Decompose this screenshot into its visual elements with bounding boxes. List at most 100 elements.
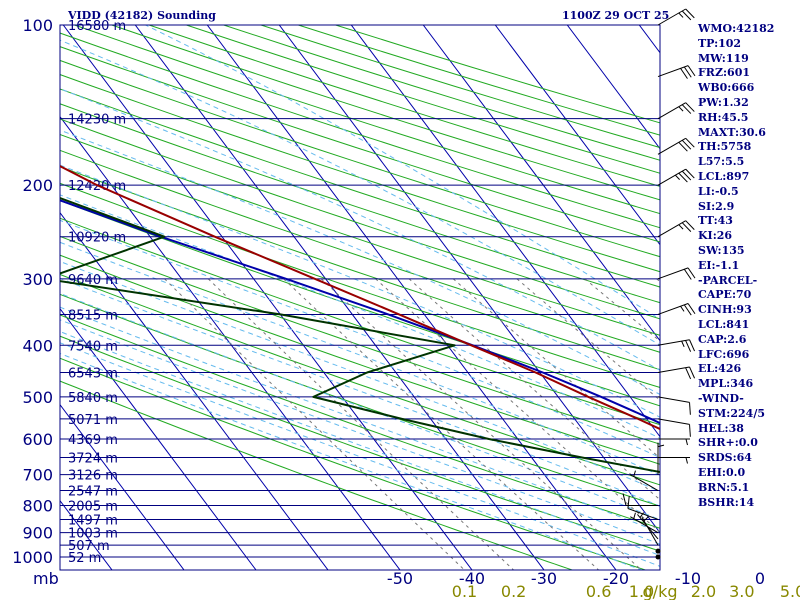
dry-adiabat-line bbox=[60, 314, 660, 529]
isotherm-line bbox=[494, 25, 660, 246]
wind-barb-half-flag bbox=[681, 340, 685, 347]
isotherm-line bbox=[62, 25, 473, 570]
wind-barb-975 bbox=[655, 548, 661, 554]
height-label-1000: 52 m bbox=[68, 551, 101, 566]
wind-barb-staff bbox=[657, 8, 686, 26]
height-label-450: 6543 m bbox=[68, 367, 118, 382]
wind-barb-half-flag bbox=[674, 174, 680, 180]
dry-adiabat-line bbox=[60, 133, 660, 336]
wind-barb-staff bbox=[657, 65, 689, 78]
index-value: WB0:666 bbox=[698, 81, 755, 95]
isotherm-line bbox=[60, 211, 329, 570]
temperature-tick--30: -30 bbox=[531, 569, 557, 588]
wind-barb-flag bbox=[683, 66, 692, 78]
pressure-tick-300: 300 bbox=[22, 270, 53, 289]
x-unit-label: mb bbox=[33, 569, 59, 588]
height-label-250: 10920 m bbox=[68, 231, 126, 246]
calm-wind-marker bbox=[655, 548, 661, 554]
height-label-350: 8515 m bbox=[68, 308, 118, 323]
wind-barb-200 bbox=[657, 168, 695, 186]
wind-barb-flag bbox=[681, 104, 692, 114]
height-label-550: 5071 m bbox=[68, 413, 118, 428]
pressure-tick-200: 200 bbox=[22, 176, 53, 195]
isotherm-line bbox=[278, 25, 660, 534]
index-value: KI:26 bbox=[698, 229, 733, 243]
wind-barb-half-flag bbox=[680, 305, 685, 312]
moist-adiabat-line bbox=[60, 319, 660, 545]
wind-barb-flag bbox=[627, 496, 630, 509]
wind-barb-flag bbox=[687, 303, 696, 315]
wind-barbs bbox=[622, 8, 696, 560]
wind-barb-950 bbox=[641, 516, 659, 546]
wind-barb-400 bbox=[657, 339, 696, 352]
height-label-650: 3724 m bbox=[68, 451, 118, 466]
wind-barb-flag bbox=[678, 141, 688, 152]
index-value: TP:102 bbox=[698, 36, 742, 50]
wind-barb-flag bbox=[687, 65, 696, 77]
index-value: BSHR:14 bbox=[698, 495, 755, 509]
index-value: CAP:2.6 bbox=[698, 332, 747, 346]
wind-barb-staff bbox=[657, 102, 686, 120]
index-value: CINH:93 bbox=[698, 303, 752, 317]
wind-barb-flag bbox=[685, 220, 695, 230]
dry-adiabat-line bbox=[60, 200, 660, 407]
index-value: EI:-1.1 bbox=[698, 258, 740, 272]
wind-barb-flag bbox=[678, 172, 688, 183]
dry-adiabat-line bbox=[60, 59, 660, 258]
index-value: PW:1.32 bbox=[698, 95, 749, 109]
isotherm-line bbox=[60, 403, 185, 570]
index-value: BRN:5.1 bbox=[698, 480, 750, 494]
parcel-trace bbox=[60, 199, 660, 425]
isotherm-line bbox=[422, 25, 660, 342]
wind-barb-150 bbox=[657, 102, 695, 120]
height-label-100: 16580 m bbox=[68, 19, 126, 34]
wind-barb-half-flag bbox=[639, 512, 645, 518]
index-value: LFC:696 bbox=[698, 347, 750, 361]
wind-barb-staff bbox=[657, 220, 686, 238]
height-label-850: 1497 m bbox=[68, 513, 118, 528]
wind-barb-600 bbox=[658, 438, 690, 446]
wind-barb-staff bbox=[657, 418, 690, 425]
dry-adiabat-line bbox=[74, 25, 660, 215]
isotherm-line bbox=[206, 25, 617, 570]
dry-adiabat-line bbox=[60, 235, 660, 445]
isotherm-line bbox=[350, 25, 660, 438]
wind-barb-staff bbox=[657, 267, 689, 280]
dry-adiabat-line bbox=[60, 118, 660, 320]
temperature-tick--40: -40 bbox=[459, 569, 485, 588]
index-value: MW:119 bbox=[698, 51, 749, 65]
isotherm-line bbox=[60, 307, 257, 570]
mixing-ratio-tick: 5.0 bbox=[780, 582, 800, 600]
wind-barb-flag bbox=[685, 340, 692, 352]
wind-barb-flag bbox=[681, 170, 692, 181]
wind-barb-flag bbox=[687, 267, 696, 279]
calm-wind-marker bbox=[655, 554, 661, 560]
pressure-tick-600: 600 bbox=[22, 430, 53, 449]
temperature-axis: mb-50-40-30-20-10010203040 bbox=[33, 569, 765, 588]
moist-adiabat-line bbox=[60, 260, 660, 492]
index-value: SW:135 bbox=[698, 243, 745, 257]
moist-adiabat-line bbox=[60, 164, 660, 418]
profile-traces bbox=[60, 164, 660, 474]
wind-barb-125 bbox=[657, 65, 696, 79]
pressure-tick-500: 500 bbox=[22, 388, 53, 407]
index-value: CAPE:70 bbox=[698, 288, 752, 302]
pressure-tick-400: 400 bbox=[22, 336, 53, 355]
dry-adiabat-line bbox=[60, 149, 660, 353]
mixing-ratio-tick: 0.6 bbox=[586, 582, 611, 600]
dry-adiabat-line bbox=[60, 88, 660, 288]
wind-barb-700 bbox=[657, 442, 665, 475]
wind-barb-flag bbox=[689, 339, 696, 352]
index-value: HEL:38 bbox=[698, 421, 744, 435]
index-value: L57:5.5 bbox=[698, 155, 745, 169]
mixing-ratio-tick: 1.0 bbox=[629, 582, 654, 600]
temperature-tick--50: -50 bbox=[387, 569, 413, 588]
wind-barb-staff bbox=[657, 366, 690, 374]
index-value: -PARCEL- bbox=[698, 273, 758, 287]
wind-barb-half-flag bbox=[643, 516, 649, 522]
wind-barb-half-flag bbox=[633, 470, 636, 477]
wind-barb-half-flag bbox=[657, 444, 665, 448]
index-value: TT:43 bbox=[698, 214, 733, 228]
dry-adiabat-line bbox=[60, 166, 660, 371]
moist-adiabat-line bbox=[60, 194, 660, 439]
